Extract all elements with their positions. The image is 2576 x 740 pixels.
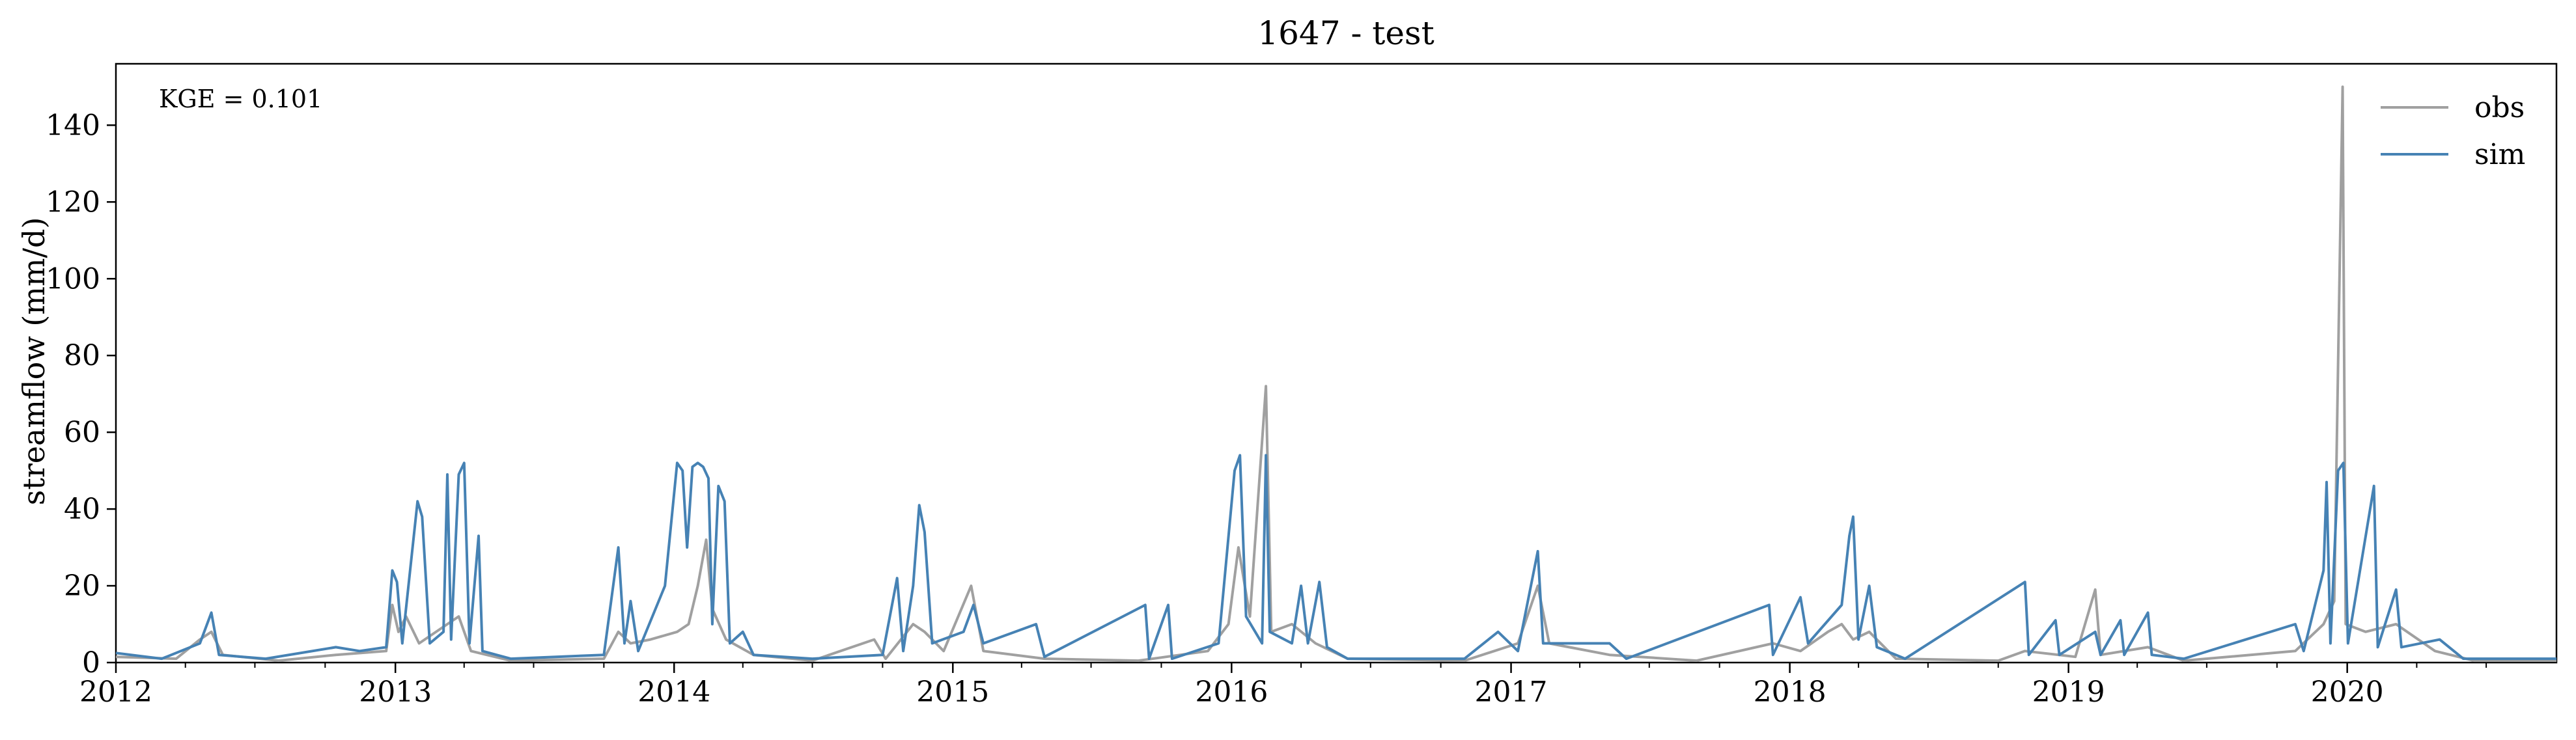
y-axis-label: streamflow (mm/d): [16, 217, 51, 506]
legend: obs sim: [2381, 91, 2525, 171]
y-tick-label: 100: [46, 262, 100, 295]
x-tick-label: 2013: [359, 676, 432, 709]
y-tick-label: 20: [64, 569, 100, 603]
y-tick-label: 140: [46, 109, 100, 142]
x-tick-label: 2016: [1195, 676, 1268, 709]
x-tick-label: 2017: [1475, 676, 1548, 709]
y-tick-label: 40: [64, 493, 100, 526]
chart-title: 1647 - test: [1257, 14, 1434, 52]
x-tick-label: 2019: [2032, 676, 2105, 709]
y-tick-label: 80: [64, 339, 100, 372]
legend-label-sim: sim: [2474, 138, 2525, 171]
series-line-sim: [115, 454, 2556, 661]
y-tick-label: 0: [82, 646, 100, 679]
x-tick-label: 2015: [916, 676, 989, 709]
x-tick-label: 2020: [2311, 676, 2384, 709]
y-tick-label: 60: [64, 416, 100, 449]
series-line-obs: [115, 85, 2556, 663]
y-tick-label: 120: [46, 185, 100, 219]
plot-frame: [115, 62, 2558, 664]
legend-label-obs: obs: [2474, 91, 2525, 124]
x-tick-label: 2014: [637, 676, 710, 709]
x-tick-label: 2018: [1754, 676, 1827, 709]
x-tick-label: 2012: [79, 676, 152, 709]
kge-annotation: KGE = 0.101: [159, 85, 322, 113]
